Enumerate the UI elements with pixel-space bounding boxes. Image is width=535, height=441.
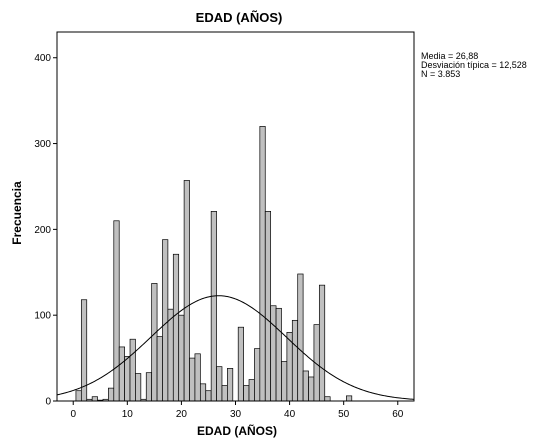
histogram-bar xyxy=(227,368,234,402)
histogram-bar xyxy=(237,326,244,402)
histogram-bar xyxy=(194,353,201,402)
histogram-bar xyxy=(221,385,228,402)
histogram-bar xyxy=(302,370,309,402)
histogram-bar xyxy=(183,180,190,402)
histogram-bar xyxy=(291,319,299,402)
histogram-bar xyxy=(129,338,136,402)
normal-curve xyxy=(56,295,415,400)
y-axis-title: Frecuencia xyxy=(10,181,24,245)
y-tick-label: 300 xyxy=(34,139,51,150)
x-axis-title: EDAD (AÑOS) xyxy=(197,423,277,438)
histogram-bar xyxy=(178,314,185,402)
x-tick-label: 10 xyxy=(122,409,134,420)
histogram-bar xyxy=(308,376,315,402)
histogram-bar xyxy=(124,356,131,402)
histogram-bar xyxy=(286,331,293,402)
histogram-bar xyxy=(135,373,142,402)
x-tick-label: 0 xyxy=(70,409,76,420)
x-axis: 0 10 20 30 40 50 60 xyxy=(70,401,404,420)
histogram-bar xyxy=(167,308,174,402)
histogram-bar xyxy=(318,284,326,402)
x-tick-label: 30 xyxy=(230,409,242,420)
histogram-bar xyxy=(205,390,212,402)
histogram-bar xyxy=(118,346,125,402)
stats-sd: Desviación típica = 12,528 xyxy=(421,60,527,70)
histogram-bar xyxy=(156,336,163,402)
plot-frame xyxy=(56,31,415,402)
histogram-bar xyxy=(281,361,288,402)
histogram-bar xyxy=(259,126,266,402)
y-tick-label: 200 xyxy=(34,225,51,236)
y-tick-label: 100 xyxy=(34,311,51,322)
histogram-bar xyxy=(210,211,217,402)
histogram-bar xyxy=(270,305,277,402)
histogram-bar xyxy=(189,357,196,402)
chart-title: EDAD (AÑOS) xyxy=(196,10,283,25)
y-tick-label: 400 xyxy=(34,53,51,64)
histogram-bar xyxy=(275,307,282,402)
histogram-bar xyxy=(145,372,153,402)
y-axis: 0 100 200 300 400 xyxy=(34,53,57,408)
histogram-bars xyxy=(75,126,353,402)
stats-box: Media = 26,88 Desviación típica = 12,528… xyxy=(421,51,527,79)
histogram-bar xyxy=(113,220,120,402)
x-tick-label: 20 xyxy=(176,409,188,420)
y-tick-label: 0 xyxy=(45,397,51,408)
histogram-bar xyxy=(297,273,304,402)
histogram-bar xyxy=(108,387,115,402)
histogram-bar xyxy=(243,385,250,402)
x-tick-label: 40 xyxy=(284,409,296,420)
histogram-bar xyxy=(248,379,255,402)
histogram-bar xyxy=(162,239,169,402)
x-tick-label: 60 xyxy=(392,409,404,420)
histogram-bar xyxy=(172,253,180,402)
histogram-bar xyxy=(91,396,98,402)
histogram-bar xyxy=(199,383,207,402)
x-tick-label: 50 xyxy=(338,409,350,420)
histogram-bar xyxy=(324,396,331,402)
stats-n: N = 3.853 xyxy=(421,69,460,79)
histogram-bar xyxy=(75,390,82,402)
histogram-bar xyxy=(346,395,353,402)
histogram-bar xyxy=(254,348,261,402)
histogram-bar xyxy=(264,211,272,402)
histogram-bar xyxy=(216,366,223,402)
stats-mean: Media = 26,88 xyxy=(421,51,478,61)
histogram-bar xyxy=(151,283,158,402)
